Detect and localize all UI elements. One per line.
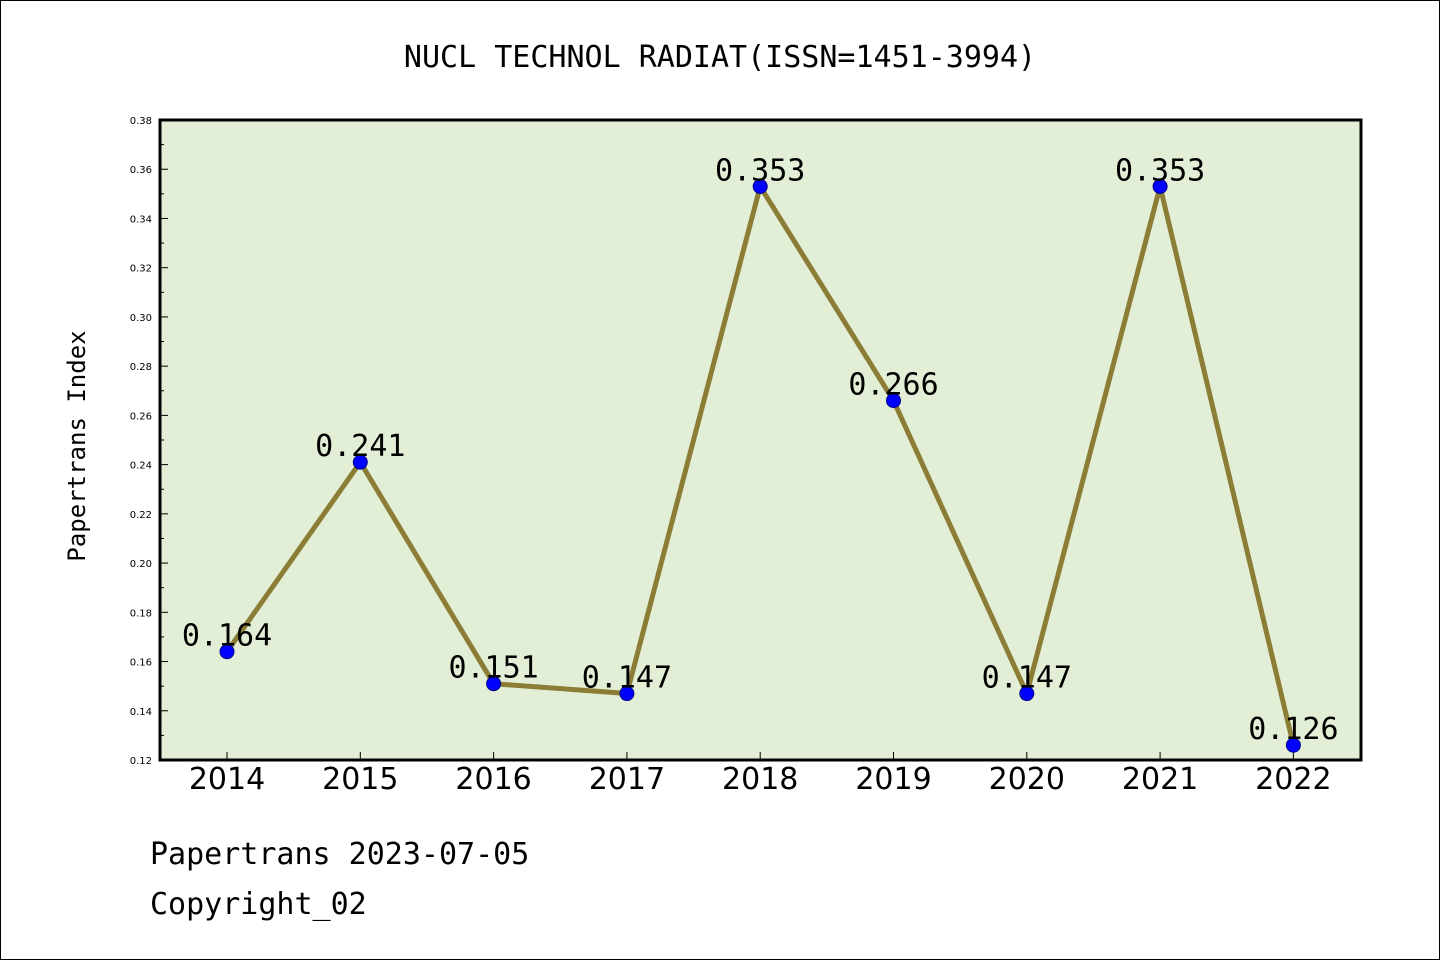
y-tick-label: 0.36 <box>130 165 152 176</box>
data-label: 0.147 <box>582 661 672 696</box>
data-label: 0.266 <box>848 368 938 403</box>
y-tick-label: 0.20 <box>130 559 152 570</box>
y-tick-label: 0.28 <box>130 362 152 373</box>
y-axis-label: Papertrans Index <box>63 330 91 561</box>
y-axis: 0.12 0.14 0.16 0.18 0.20 0.22 0.24 0.26 0.28 0.30… <box>130 116 168 767</box>
data-label: 0.241 <box>315 429 405 464</box>
footer-copyright: Copyright_02 <box>150 887 367 922</box>
data-point <box>219 644 235 660</box>
y-tick-label: 0.30 <box>130 313 152 324</box>
plot-area <box>158 118 1363 762</box>
y-tick-label: 0.24 <box>130 461 152 472</box>
x-tick-label: 2018 <box>722 762 798 797</box>
data-point <box>886 393 901 409</box>
data-points <box>219 178 1301 753</box>
x-tick-label: 2020 <box>989 762 1065 797</box>
y-tick-label: 0.38 <box>130 116 152 127</box>
data-label: 0.353 <box>1115 153 1205 188</box>
footer-date: Papertrans 2023-07-05 <box>150 837 529 872</box>
data-label: 0.147 <box>982 661 1072 696</box>
x-axis: 2014 2015 2016 2017 2018 2019 2020 2021 2022 <box>189 752 1332 797</box>
y-tick-label: 0.14 <box>130 707 152 718</box>
y-tick-label: 0.34 <box>130 214 152 225</box>
data-point <box>619 686 635 702</box>
x-tick-label: 2016 <box>455 762 531 797</box>
x-tick-label: 2015 <box>322 762 398 797</box>
x-tick-label: 2021 <box>1122 762 1198 797</box>
y-tick-label: 0.16 <box>130 658 152 669</box>
chart-title: NUCL TECHNOL RADIAT(ISSN=1451-3994) <box>404 40 1036 75</box>
x-tick-label: 2017 <box>589 762 665 797</box>
data-point <box>486 676 502 692</box>
data-point <box>352 454 368 470</box>
y-tick-label: 0.12 <box>130 756 152 767</box>
data-point <box>1152 178 1168 194</box>
data-point <box>1019 686 1035 702</box>
data-point <box>752 178 768 194</box>
y-tick-label: 0.18 <box>130 608 152 619</box>
data-label: 0.353 <box>715 153 805 188</box>
data-point <box>1285 737 1301 753</box>
x-tick-label: 2014 <box>189 762 265 797</box>
y-tick-label: 0.32 <box>130 264 152 275</box>
data-label: 0.164 <box>182 619 272 654</box>
y-tick-label: 0.22 <box>130 510 152 521</box>
x-tick-label: 2019 <box>855 762 931 797</box>
data-label: 0.151 <box>448 651 538 686</box>
data-label: 0.126 <box>1248 712 1338 747</box>
data-labels: 0.164 0.241 0.151 0.147 0.353 0.266 0.147 0.353… <box>182 153 1339 747</box>
y-tick-label: 0.26 <box>130 411 152 422</box>
x-tick-label: 2022 <box>1255 762 1331 797</box>
